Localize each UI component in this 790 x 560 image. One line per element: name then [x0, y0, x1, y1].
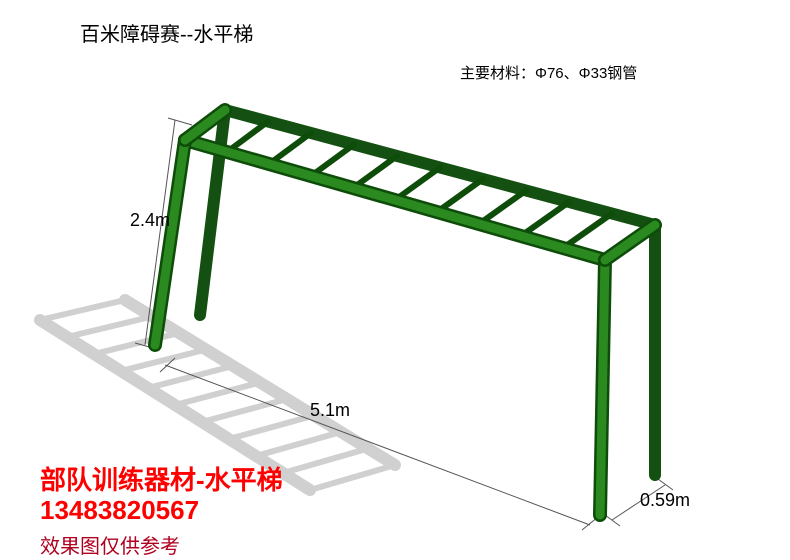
material-label: 主要材料：Φ76、Φ33钢管	[460, 62, 637, 83]
dim-width: 0.59m	[640, 490, 690, 511]
promo-note: 效果图仅供参考	[40, 530, 180, 559]
dim-height: 2.4m	[130, 210, 170, 231]
promo-line1: 部队训练器材-水平梯	[40, 460, 283, 497]
promo-phone: 13483820567	[40, 495, 199, 526]
diagram-title: 百米障碍赛--水平梯	[80, 18, 253, 47]
dim-length: 5.1m	[310, 400, 350, 421]
